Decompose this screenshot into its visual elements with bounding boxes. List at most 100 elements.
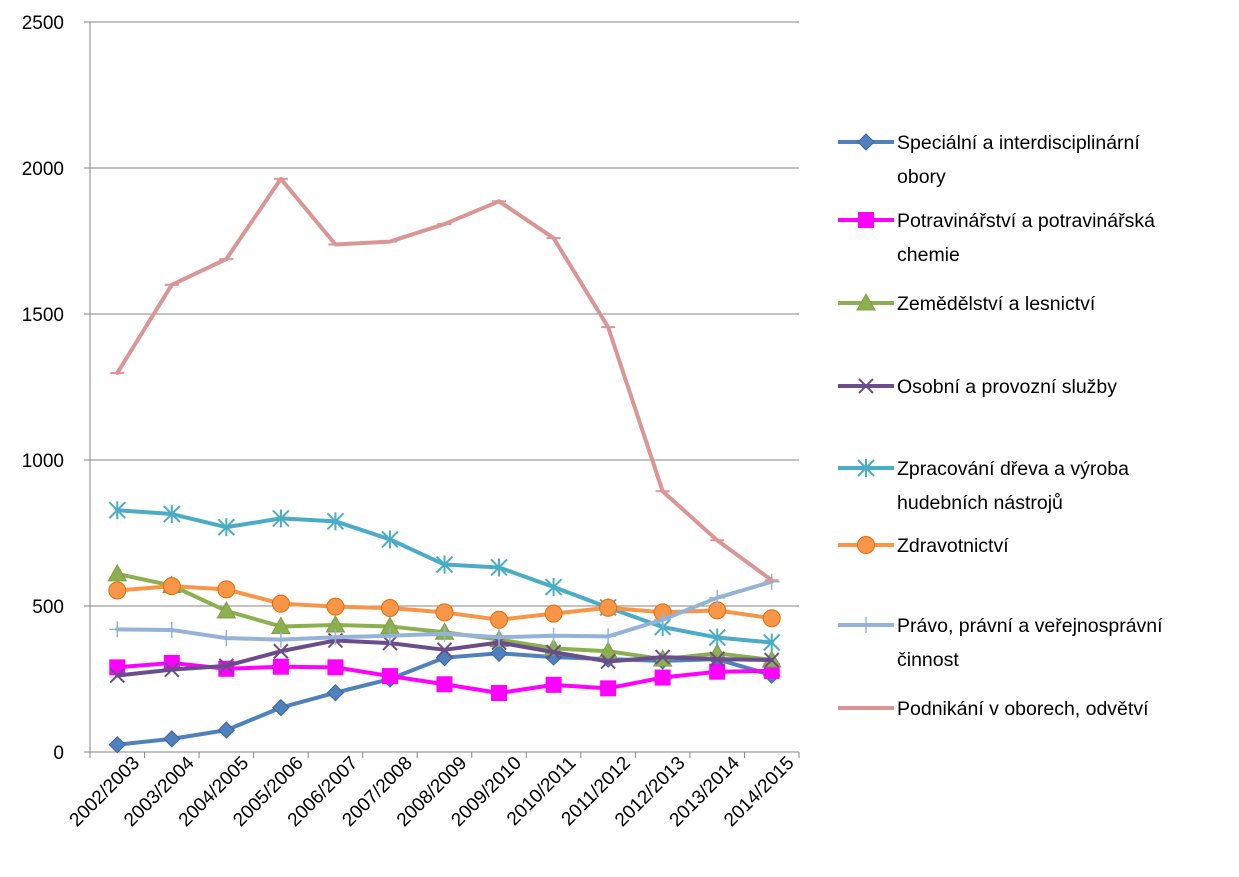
data-point [381,627,398,644]
data-point [272,658,289,675]
data-point [164,661,180,678]
data-point [545,627,562,644]
data-point [327,659,344,676]
data-point [435,648,454,667]
legend-item: Podnikání v oborech, odvětví [838,698,1149,720]
data-point [108,581,127,600]
legend-label: Potravinářství a potravinářská [897,210,1155,232]
data-point [326,597,345,616]
data-point [598,641,618,659]
y-tick-label: 0 [53,743,64,764]
data-point [544,604,563,623]
data-point [109,621,126,638]
legend-item: Zdravotnictví [838,535,1009,557]
data-point [107,563,128,582]
legend: Speciální a interdisciplinární obory Potra… [838,132,1163,720]
legend-label: činnost [897,649,959,671]
legend-item: Speciální a interdisciplinární obory [838,132,1140,188]
data-point [709,663,726,680]
data-point [218,658,235,674]
data-point [491,685,508,702]
data-point [108,735,126,754]
data-point [600,653,616,670]
data-point [326,684,345,702]
y-tick-label: 1000 [22,451,64,472]
legend-marker [858,212,874,228]
data-point [708,628,726,647]
data-point [545,676,562,693]
legend-label: Právo, právní a veřejnosprávní [897,615,1163,637]
data-point [163,621,180,638]
data-point [762,609,781,628]
data-point [217,580,236,599]
data-point [709,589,726,606]
data-point [272,631,289,648]
legend-label: Zdravotnictví [897,535,1009,557]
data-point [436,625,453,642]
data-point [326,512,345,531]
data-point [654,649,671,665]
data-point [162,577,181,596]
data-point [600,680,617,697]
legend-item: Potravinářství a potravinářská chemie [838,210,1155,266]
data-point [490,644,508,663]
y-tick-label: 2500 [22,13,64,34]
series-6 [108,577,781,629]
y-tick-label: 1500 [22,305,64,326]
data-point [764,652,780,668]
data-point [273,643,289,659]
series-group [107,176,782,754]
data-point [490,610,509,629]
data-point [108,501,126,520]
data-point [163,730,181,748]
data-point [709,651,725,667]
data-point [272,698,290,717]
legend-label: chemie [897,244,960,266]
legend-item: Zpracování dřeva a výroba hudebních nástr… [838,458,1129,514]
legend-label: hudebních nástrojů [897,492,1063,514]
legend-marker [858,378,874,394]
data-point [381,668,398,685]
data-point [544,578,563,597]
data-point [545,644,562,660]
data-point [380,599,399,618]
y-tick-label: 500 [32,597,64,618]
series-7 [109,573,780,648]
data-point [600,628,617,645]
data-point [435,603,454,622]
legend-marker [857,459,875,477]
data-point [599,598,618,617]
legend-label: Speciální a interdisciplinární [897,132,1140,154]
y-tick-label: 2000 [22,159,64,180]
series-2 [109,654,780,702]
legend-item: Osobní a provozní služby [838,376,1117,398]
series-1 [108,644,781,754]
data-point [218,630,235,647]
legend-marker [858,617,874,633]
gridlines [90,21,799,607]
data-point [654,669,671,686]
legend-label: Zpracování dřeva a výroba [897,458,1129,480]
y-axis-ticks: 0 500 1000 1500 2000 2500 [22,13,90,764]
data-point [217,721,236,739]
legend-marker [856,292,876,311]
data-point [435,555,454,574]
legend-marker [857,536,875,554]
data-point [216,600,237,619]
data-point [491,629,508,646]
data-point [163,505,181,524]
data-point [763,633,781,652]
data-point [436,642,453,658]
legend-label: Podnikání v oborech, odvětví [897,698,1149,720]
legend-label: Zemědělství a lesnictví [897,293,1096,315]
data-point [490,558,508,577]
data-point [381,530,399,549]
data-point [327,629,344,646]
legend-item: Právo, právní a veřejnosprávní činnost [838,615,1163,671]
data-point [654,611,671,628]
legend-item: Zemědělství a lesnictví [838,292,1096,315]
series-line [115,176,774,583]
legend-label: Osobní a provozní služby [897,376,1117,398]
data-point [217,518,236,537]
